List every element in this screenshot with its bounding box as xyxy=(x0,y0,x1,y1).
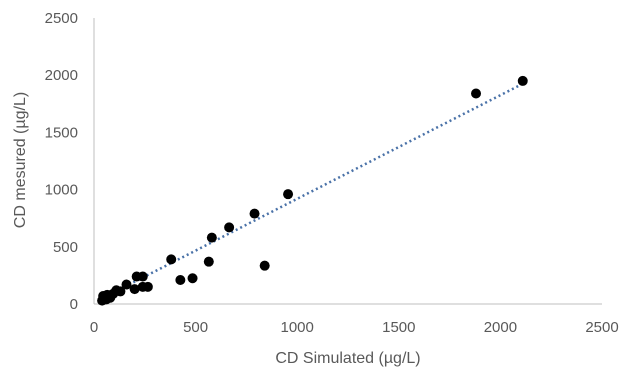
data-point xyxy=(517,75,528,86)
x-tick-label: 2000 xyxy=(484,319,517,336)
data-point xyxy=(129,284,140,295)
data-point xyxy=(166,254,177,265)
data-point xyxy=(249,208,260,219)
y-tick-label: 2000 xyxy=(45,67,78,84)
y-tick-label: 1500 xyxy=(45,124,78,141)
data-point xyxy=(115,286,126,297)
x-axis-ticks: 0 500 1000 1500 2000 2500 xyxy=(90,319,619,336)
data-point xyxy=(203,256,214,267)
data-point xyxy=(137,271,148,282)
trendline xyxy=(101,82,524,300)
y-axis-ticks: 0 500 1000 1500 2000 2500 xyxy=(45,10,78,313)
x-tick-label: 1500 xyxy=(382,319,415,336)
data-point xyxy=(142,281,153,292)
data-point xyxy=(224,222,235,233)
y-axis-title: CD mesured (µg/L) xyxy=(12,92,29,228)
data-point xyxy=(175,274,186,285)
data-point xyxy=(259,260,270,271)
y-tick-label: 500 xyxy=(53,239,78,256)
x-tick-label: 500 xyxy=(183,319,208,336)
x-tick-label: 1000 xyxy=(281,319,314,336)
data-point xyxy=(471,88,482,99)
data-points xyxy=(97,75,528,306)
x-axis-title: CD Simulated (µg/L) xyxy=(275,350,420,367)
x-tick-label: 0 xyxy=(90,319,98,336)
data-point xyxy=(121,279,132,290)
data-point xyxy=(283,189,294,200)
y-tick-label: 1000 xyxy=(45,182,78,199)
data-point xyxy=(187,273,198,284)
y-tick-label: 0 xyxy=(70,296,78,313)
data-point xyxy=(206,232,217,243)
y-tick-label: 2500 xyxy=(45,10,78,27)
x-tick-label: 2500 xyxy=(585,319,618,336)
